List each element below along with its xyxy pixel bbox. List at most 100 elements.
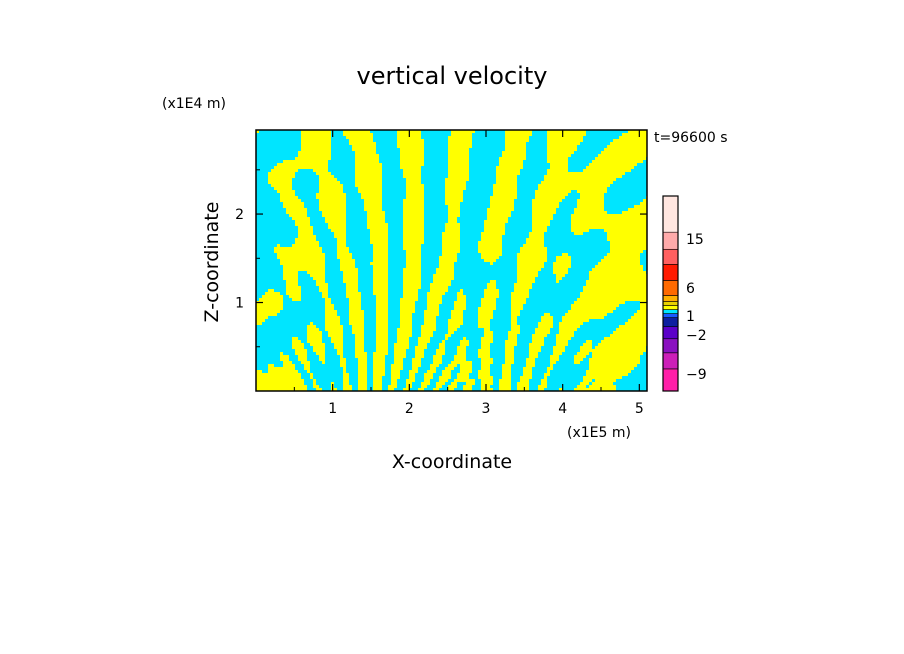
positive-velocity-region	[433, 277, 454, 280]
positive-velocity-region	[349, 142, 376, 145]
positive-velocity-region	[283, 265, 325, 268]
positive-velocity-region	[301, 136, 331, 139]
positive-velocity-region	[358, 373, 367, 376]
positive-velocity-region	[448, 157, 469, 160]
positive-velocity-region	[421, 331, 433, 334]
positive-velocity-region	[580, 349, 646, 352]
positive-velocity-region	[481, 367, 490, 370]
positive-velocity-region	[286, 289, 301, 292]
positive-velocity-region	[343, 376, 349, 379]
positive-velocity-region	[481, 304, 496, 307]
positive-velocity-region	[421, 385, 427, 388]
positive-velocity-region	[325, 304, 334, 307]
positive-velocity-region	[487, 283, 496, 286]
positive-velocity-region	[499, 379, 511, 382]
positive-velocity-region	[373, 268, 388, 271]
positive-velocity-region	[394, 352, 406, 355]
positive-velocity-region	[340, 259, 355, 262]
positive-velocity-region	[553, 262, 571, 265]
positive-velocity-region	[511, 325, 520, 328]
positive-velocity-region	[511, 328, 520, 331]
positive-velocity-region	[283, 277, 298, 280]
positive-velocity-region	[577, 205, 604, 208]
positive-velocity-region	[517, 280, 535, 283]
positive-velocity-region	[319, 199, 346, 202]
positive-velocity-region	[280, 193, 295, 196]
positive-velocity-region	[448, 388, 454, 391]
positive-velocity-region	[535, 328, 550, 331]
positive-velocity-region	[403, 271, 421, 274]
positive-velocity-region	[427, 295, 442, 298]
positive-velocity-region	[580, 193, 604, 196]
positive-velocity-region	[397, 136, 421, 139]
positive-velocity-region	[304, 364, 310, 367]
positive-velocity-region	[403, 286, 421, 289]
positive-velocity-region	[346, 292, 361, 295]
positive-velocity-region	[268, 178, 292, 181]
positive-velocity-region	[325, 301, 331, 304]
positive-velocity-region	[370, 232, 388, 235]
positive-velocity-region	[406, 196, 424, 199]
positive-velocity-region	[436, 352, 445, 355]
positive-velocity-region	[439, 343, 445, 346]
positive-velocity-region	[547, 145, 577, 148]
positive-velocity-region	[403, 220, 424, 223]
positive-velocity-region	[256, 307, 283, 310]
positive-velocity-region	[421, 334, 433, 337]
positive-velocity-region	[442, 250, 460, 253]
positive-velocity-region	[448, 208, 460, 211]
positive-velocity-region	[517, 277, 535, 280]
positive-velocity-region	[511, 310, 520, 313]
positive-velocity-region	[370, 235, 388, 238]
x-tick-label: 3	[482, 401, 491, 417]
positive-velocity-region	[337, 253, 352, 256]
positive-velocity-region	[481, 235, 502, 238]
positive-velocity-region	[412, 358, 421, 361]
positive-velocity-region	[586, 340, 592, 343]
positive-velocity-region	[526, 241, 544, 244]
positive-velocity-region	[604, 256, 640, 259]
positive-velocity-region	[532, 217, 553, 220]
positive-velocity-region	[400, 166, 421, 169]
positive-velocity-region	[403, 199, 424, 202]
positive-velocity-region	[397, 145, 424, 148]
positive-velocity-region	[541, 319, 553, 322]
positive-velocity-region	[547, 160, 568, 163]
positive-velocity-region	[505, 355, 514, 358]
positive-velocity-region	[403, 283, 421, 286]
positive-velocity-region	[301, 133, 331, 136]
positive-velocity-region	[319, 178, 337, 181]
positive-velocity-region	[256, 316, 268, 319]
positive-velocity-region	[355, 160, 379, 163]
colorbar-level	[662, 248, 679, 265]
positive-velocity-region	[427, 370, 436, 373]
positive-velocity-region	[325, 307, 334, 310]
positive-velocity-region	[448, 175, 469, 178]
positive-velocity-region	[349, 304, 361, 307]
positive-velocity-region	[445, 229, 460, 232]
positive-velocity-region	[520, 376, 532, 379]
positive-velocity-region	[319, 355, 325, 358]
positive-velocity-region	[376, 343, 388, 346]
positive-velocity-region	[571, 226, 647, 229]
positive-velocity-region	[631, 316, 647, 319]
positive-velocity-region	[505, 139, 529, 142]
positive-velocity-region	[574, 358, 583, 361]
positive-velocity-region	[307, 271, 325, 274]
positive-velocity-region	[508, 337, 517, 340]
positive-velocity-region	[478, 307, 496, 310]
positive-velocity-region	[319, 184, 343, 187]
positive-velocity-region	[505, 136, 529, 139]
positive-velocity-region	[427, 292, 445, 295]
positive-velocity-region	[496, 172, 520, 175]
positive-velocity-region	[325, 325, 343, 328]
positive-velocity-region	[400, 301, 415, 304]
positive-velocity-region	[355, 340, 364, 343]
positive-velocity-region	[433, 280, 451, 283]
positive-velocity-region	[313, 277, 325, 280]
positive-velocity-region	[517, 253, 547, 256]
positive-velocity-region	[505, 352, 514, 355]
x-unit-label: (x1E5 m)	[567, 425, 631, 441]
positive-velocity-region	[403, 208, 424, 211]
positive-velocity-region	[547, 151, 574, 154]
